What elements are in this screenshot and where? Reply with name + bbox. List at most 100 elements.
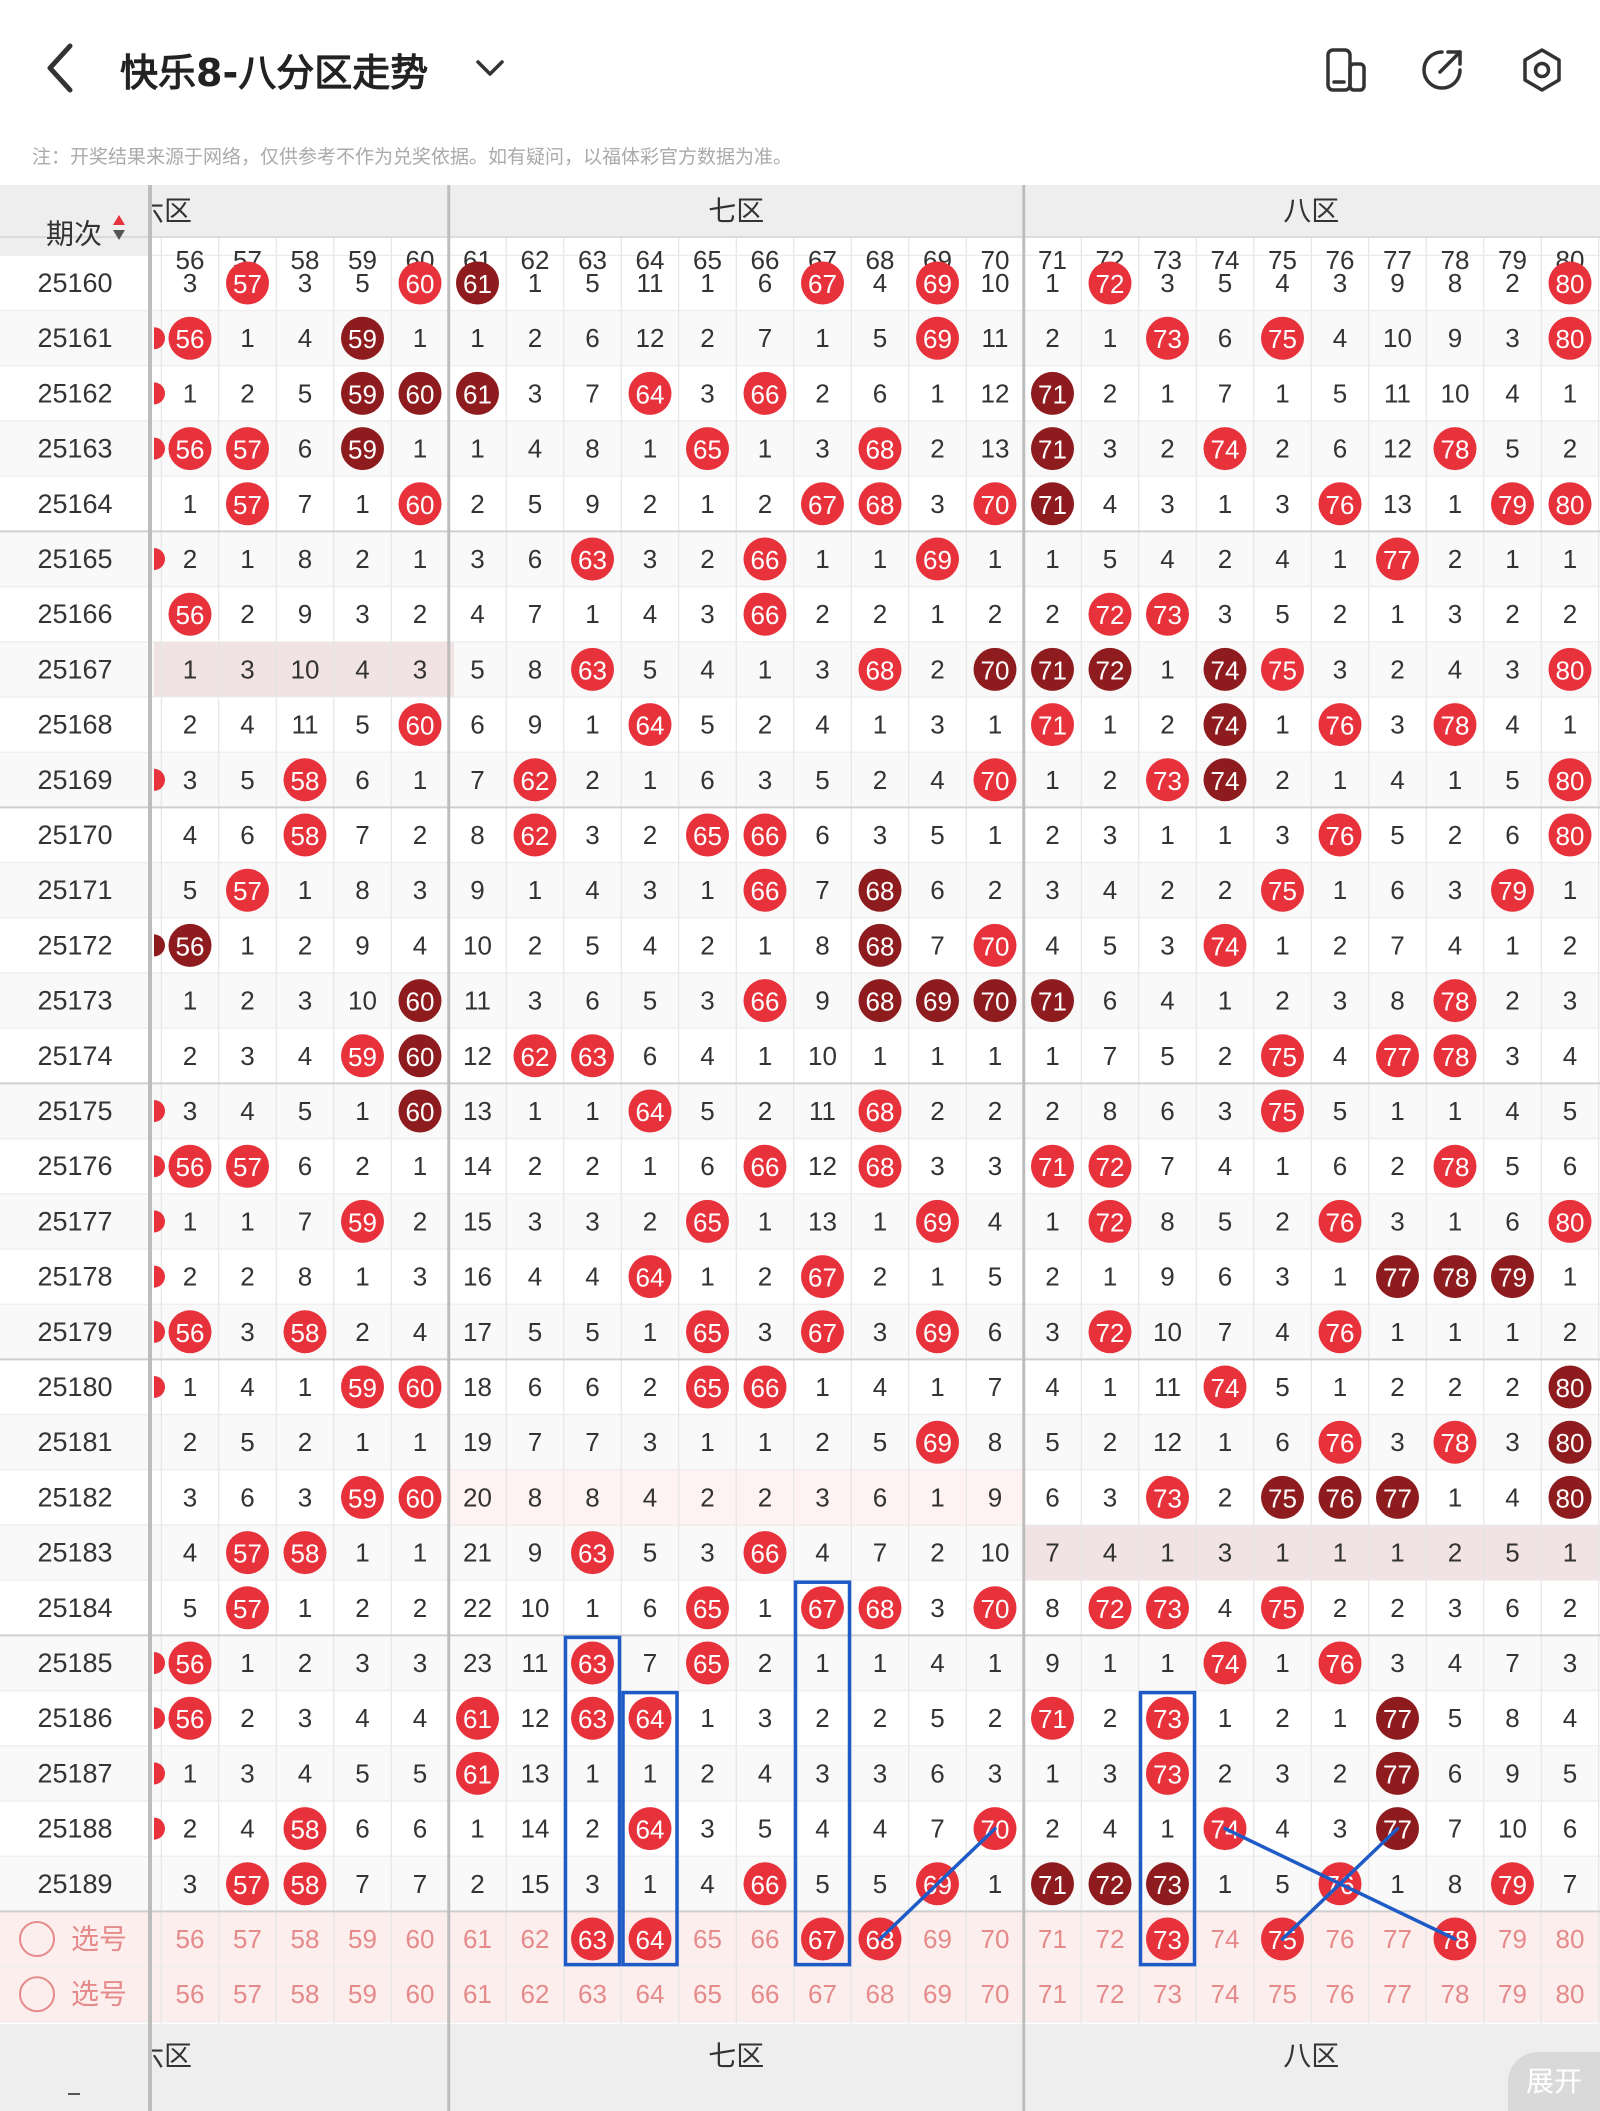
table-row[interactable] <box>0 365 1600 421</box>
table-row[interactable] <box>0 1801 1600 1857</box>
hit-ball <box>1031 647 1074 691</box>
select-number[interactable]: 65 <box>693 1924 722 1954</box>
select-number[interactable]: 62 <box>521 1979 550 2009</box>
select-row-label[interactable]: 选号 <box>71 1979 127 2010</box>
table-row[interactable] <box>0 1745 1600 1801</box>
select-number[interactable]: 59 <box>348 1924 377 1954</box>
table-row[interactable] <box>0 310 1600 366</box>
miss-count: 1 <box>815 323 829 353</box>
hit-number: 57 <box>233 1152 262 1182</box>
table-row[interactable] <box>0 586 1600 642</box>
period-number: 25178 <box>37 1262 112 1292</box>
miss-count: 10 <box>521 1593 550 1623</box>
select-number[interactable]: 73 <box>1153 1979 1182 2009</box>
select-number[interactable]: 59 <box>348 1979 377 2009</box>
select-number[interactable]: 66 <box>751 1924 780 1954</box>
select-number[interactable]: 67 <box>808 1979 837 2009</box>
select-number[interactable]: 75 <box>1268 1979 1297 2009</box>
select-number[interactable]: 79 <box>1498 1924 1527 1954</box>
miss-count: 2 <box>413 1593 427 1623</box>
hit-number: 59 <box>348 1207 377 1237</box>
select-number[interactable]: 60 <box>406 1924 435 1954</box>
table-row[interactable] <box>0 1249 1600 1305</box>
select-number[interactable]: 57 <box>233 1979 262 2009</box>
select-number[interactable]: 56 <box>176 1979 205 2009</box>
table-row[interactable] <box>0 531 1600 587</box>
select-number[interactable]: 79 <box>1498 1979 1527 2009</box>
table-row[interactable] <box>0 1028 1600 1084</box>
select-number[interactable]: 69 <box>923 1924 952 1954</box>
select-number[interactable]: 60 <box>406 1979 435 2009</box>
miss-count: 6 <box>298 1151 312 1181</box>
hit-ball <box>743 371 787 415</box>
select-number[interactable]: 61 <box>463 1924 492 1954</box>
select-number[interactable]: 71 <box>1038 1979 1067 2009</box>
selected-ball[interactable] <box>801 1917 844 1961</box>
select-number[interactable]: 58 <box>291 1924 320 1954</box>
miss-count: 4 <box>758 1758 772 1788</box>
chevron-down-icon[interactable] <box>472 52 508 84</box>
miss-count: 5 <box>298 1096 312 1126</box>
table-row[interactable] <box>0 1690 1600 1746</box>
select-number[interactable]: 57 <box>233 1924 262 1954</box>
back-arrow-icon[interactable] <box>40 40 84 96</box>
hit-ball <box>743 868 787 912</box>
select-number[interactable]: 74 <box>1211 1979 1240 2009</box>
select-number[interactable]: 66 <box>751 1979 780 2009</box>
select-number[interactable]: 78 <box>1441 1979 1470 2009</box>
hit-number: 76 <box>1326 490 1355 520</box>
selected-ball[interactable] <box>571 1917 614 1961</box>
selected-number[interactable]: 63 <box>578 1925 607 1955</box>
selected-ball[interactable] <box>1146 1917 1189 1961</box>
select-number[interactable]: 77 <box>1383 1979 1412 2009</box>
select-number[interactable]: 56 <box>176 1924 205 1954</box>
table-row[interactable] <box>0 752 1600 808</box>
select-row-label[interactable]: 选号 <box>71 1924 127 1955</box>
footer-zone-header <box>0 2023 1600 2111</box>
select-number[interactable]: 72 <box>1096 1979 1125 2009</box>
select-number[interactable]: 68 <box>866 1979 895 2009</box>
miss-count: 5 <box>528 489 542 519</box>
hit-number: 71 <box>1038 379 1067 409</box>
sort-arrows-icon[interactable] <box>113 230 125 240</box>
select-number[interactable]: 71 <box>1038 1924 1067 1954</box>
page-title[interactable]: 快乐8-八分区走势 <box>120 51 429 95</box>
miss-count: 5 <box>1160 1041 1174 1071</box>
select-number[interactable]: 69 <box>923 1979 952 2009</box>
select-number[interactable]: 62 <box>521 1924 550 1954</box>
settings-icon[interactable] <box>1518 46 1566 94</box>
select-number[interactable]: 80 <box>1556 1924 1585 1954</box>
select-number[interactable]: 64 <box>636 1979 665 2009</box>
table-row[interactable] <box>0 917 1600 973</box>
select-radio[interactable] <box>19 1976 55 2013</box>
select-number[interactable]: 61 <box>463 1979 492 2009</box>
select-number[interactable]: 72 <box>1096 1924 1125 1954</box>
selected-number[interactable]: 67 <box>808 1925 837 1955</box>
select-radio[interactable] <box>19 1921 55 1957</box>
select-number[interactable]: 74 <box>1211 1924 1240 1954</box>
select-number[interactable]: 70 <box>981 1924 1010 1954</box>
select-number[interactable]: 70 <box>981 1979 1010 2009</box>
selected-ball[interactable] <box>628 1917 672 1961</box>
select-number[interactable]: 58 <box>291 1979 320 2009</box>
selected-number[interactable]: 64 <box>636 1925 665 1955</box>
select-number[interactable]: 77 <box>1383 1924 1412 1954</box>
miss-count: 2 <box>1218 1482 1232 1512</box>
sort-arrows-icon[interactable] <box>113 215 125 225</box>
share-icon[interactable] <box>1418 46 1466 94</box>
miss-count: 1 <box>1390 599 1404 629</box>
table-row[interactable] <box>0 1083 1600 1139</box>
select-number[interactable]: 76 <box>1326 1924 1355 1954</box>
select-number[interactable]: 80 <box>1556 1979 1585 2009</box>
layout-toggle-icon[interactable] <box>1322 46 1370 94</box>
select-number[interactable]: 76 <box>1326 1979 1355 2009</box>
hit-ball <box>858 868 902 912</box>
table-row[interactable] <box>0 1359 1600 1415</box>
selected-number[interactable]: 73 <box>1153 1925 1182 1955</box>
table-row[interactable] <box>0 973 1600 1029</box>
miss-count: 8 <box>1045 1593 1059 1623</box>
select-number[interactable]: 65 <box>693 1979 722 2009</box>
select-number[interactable]: 63 <box>578 1979 607 2009</box>
expand-button[interactable]: 展开 <box>1508 2052 1600 2111</box>
miss-count: 2 <box>1390 654 1404 684</box>
